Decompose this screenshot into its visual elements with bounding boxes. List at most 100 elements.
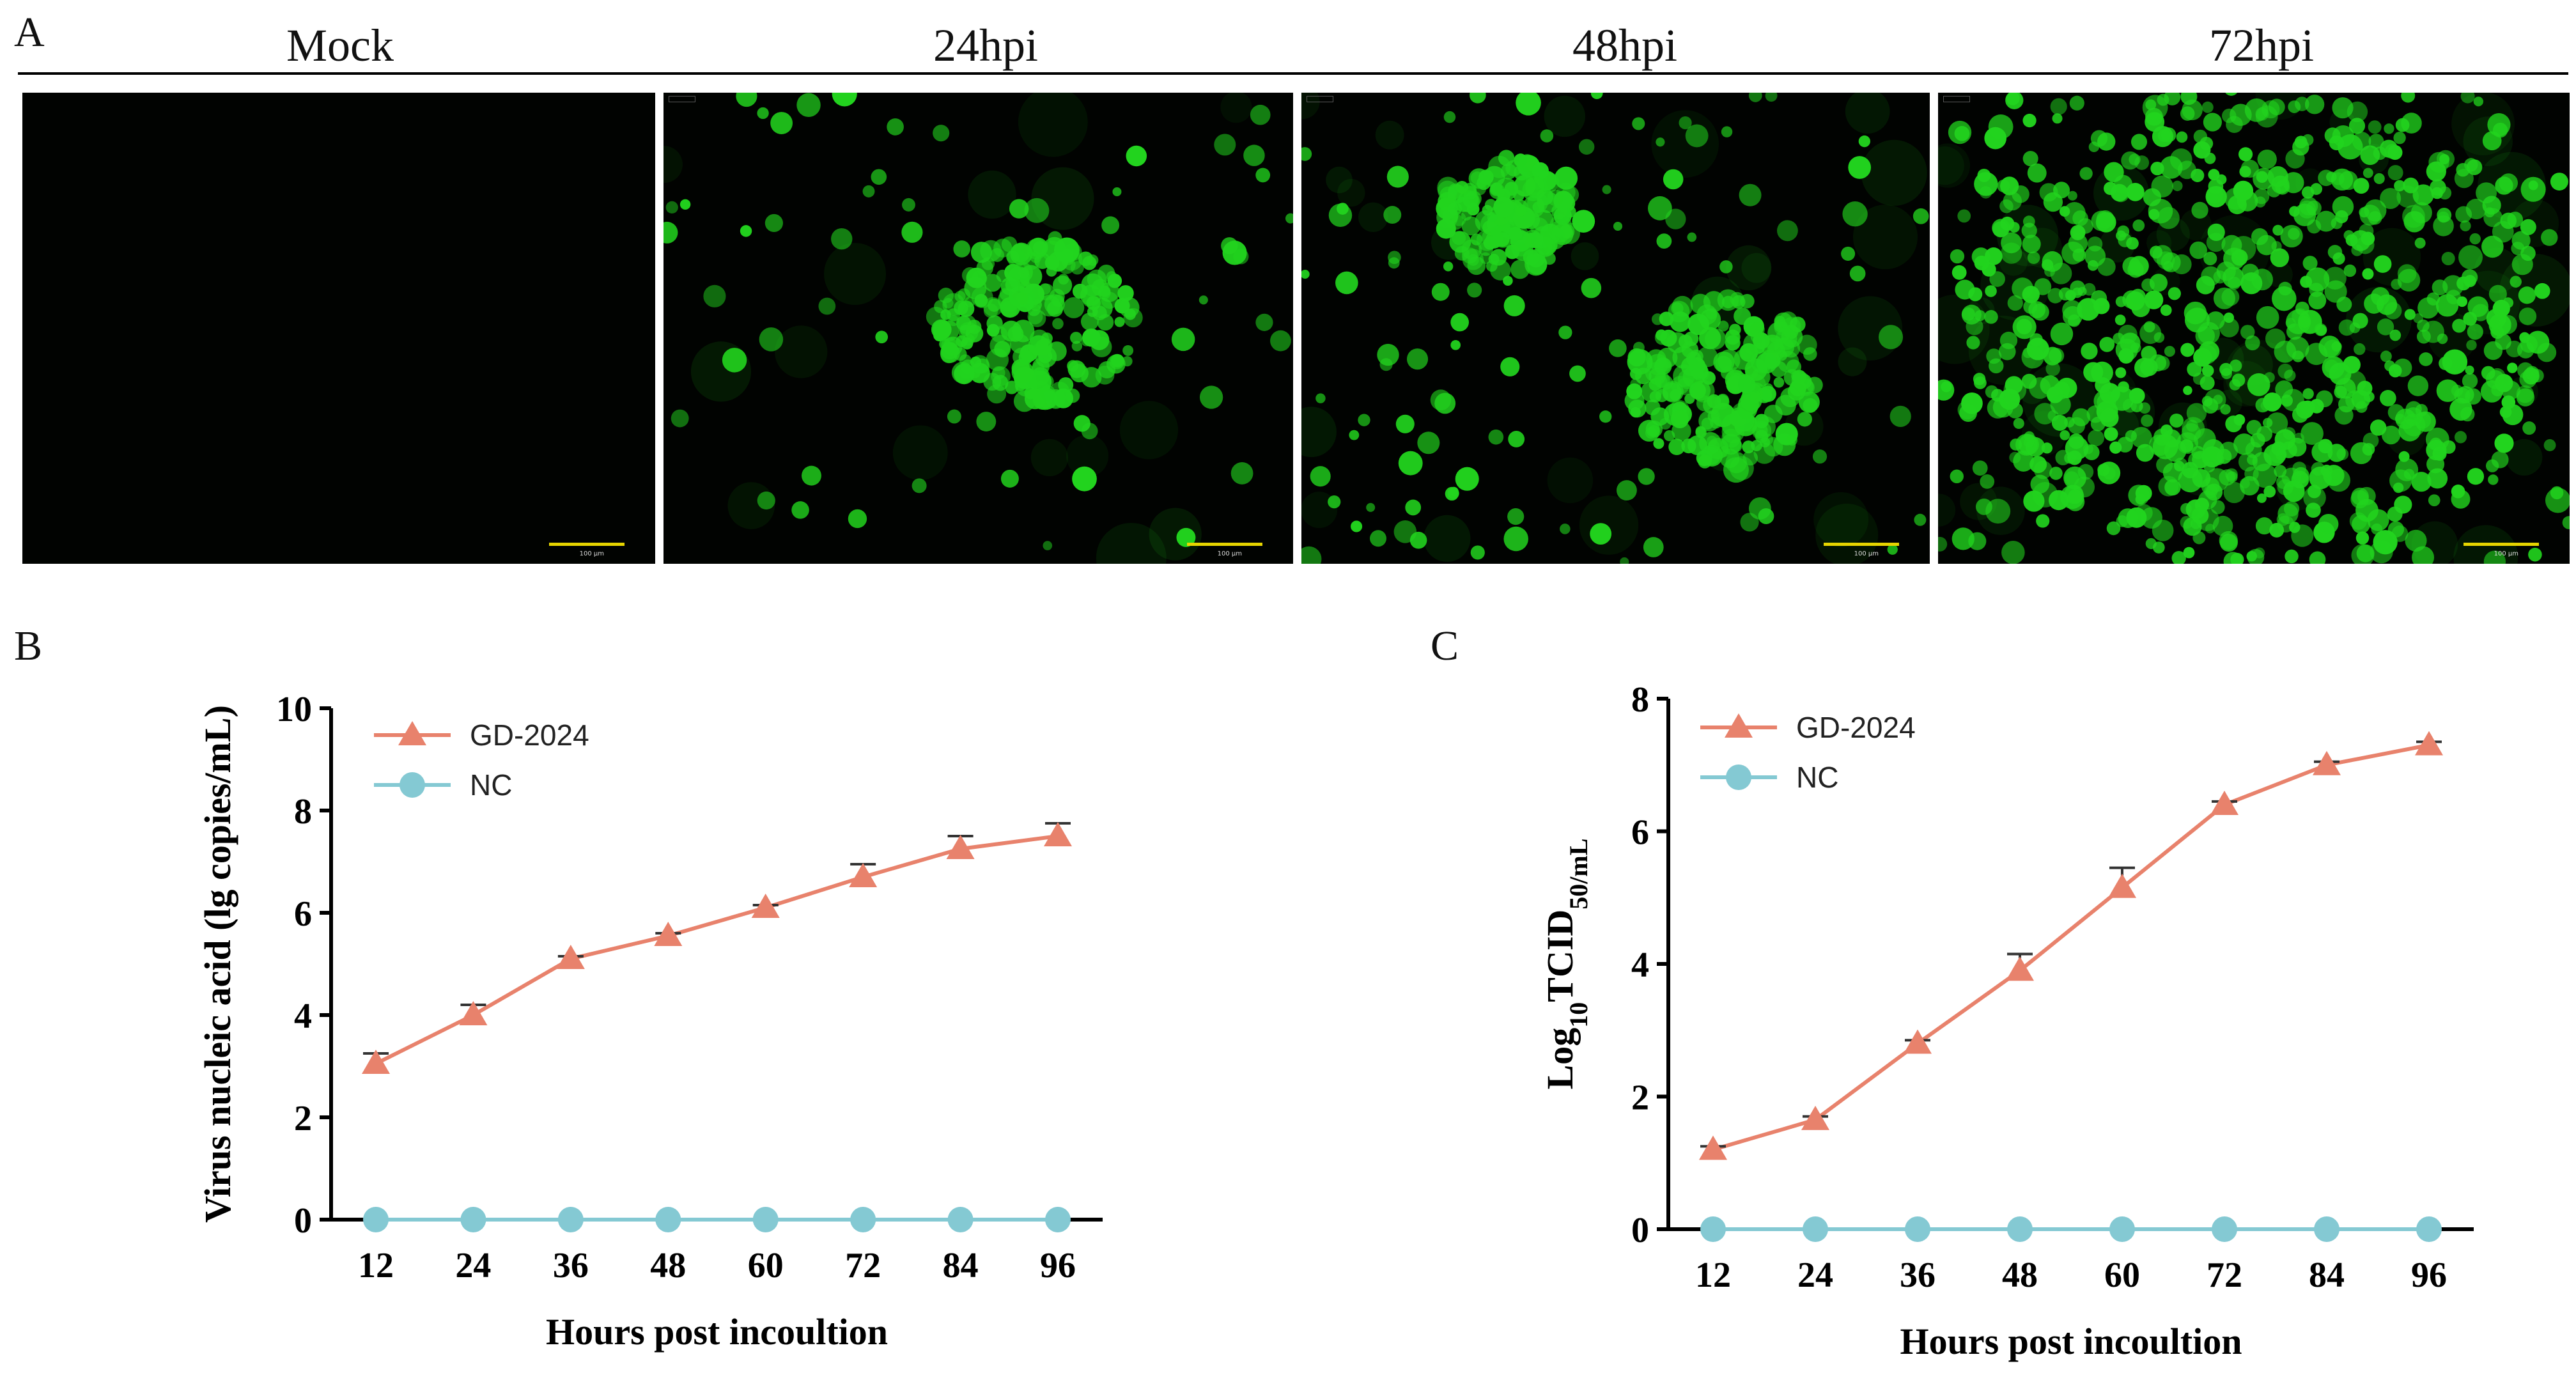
infected-cell xyxy=(2196,275,2215,295)
infected-cell xyxy=(2223,552,2243,564)
cell-layer xyxy=(663,93,1293,564)
infected-cell xyxy=(2206,233,2226,252)
infected-cell xyxy=(2262,417,2273,428)
infected-cell xyxy=(1000,297,1021,318)
infected-cell xyxy=(2230,359,2242,372)
infected-cell xyxy=(2377,318,2394,336)
infected-cell xyxy=(1487,212,1498,222)
data-point-triangle xyxy=(2415,731,2443,756)
infected-cell xyxy=(2183,547,2195,559)
data-point-circle xyxy=(2007,1216,2033,1242)
infected-cell xyxy=(2114,314,2126,325)
infected-cell xyxy=(2499,406,2512,418)
infected-cell xyxy=(2183,385,2192,395)
infected-cell xyxy=(2145,538,2157,550)
x-tick-label: 48 xyxy=(650,1246,686,1285)
infected-cell xyxy=(2426,292,2440,306)
faint-cell xyxy=(1938,143,1971,188)
infected-cell xyxy=(1913,208,1929,224)
72hpi-label: 72hpi xyxy=(2208,20,2314,71)
infected-cell xyxy=(2438,186,2452,200)
faint-cell xyxy=(1861,139,1927,206)
infected-cell xyxy=(958,288,971,301)
infected-cell xyxy=(2077,286,2087,296)
infected-cell xyxy=(2136,444,2154,462)
infected-cell xyxy=(2221,288,2240,306)
y-axis-title: Virus nucleic acid (lg copies/mL) xyxy=(197,705,238,1223)
infected-cell xyxy=(2152,433,2178,460)
infected-cell xyxy=(2413,313,2423,323)
infected-cell xyxy=(2255,105,2278,128)
infected-cell xyxy=(2134,155,2150,170)
scale-bar-label: 100 μm xyxy=(579,550,604,557)
infected-cell xyxy=(2172,180,2183,192)
infected-cell xyxy=(1510,260,1530,279)
infected-cell xyxy=(1503,295,1525,316)
infected-cell xyxy=(1452,231,1466,245)
infected-cell xyxy=(1957,400,1977,420)
infected-cell xyxy=(2109,386,2134,411)
infected-cell xyxy=(1123,307,1143,328)
infected-cell xyxy=(1685,124,1709,148)
infected-cell xyxy=(2213,394,2223,405)
infected-cell xyxy=(1632,117,1645,130)
infected-cell xyxy=(2300,275,2313,288)
infected-cell xyxy=(2106,521,2121,536)
infected-cell xyxy=(2510,275,2522,288)
infected-cell xyxy=(2088,430,2104,447)
infected-cell xyxy=(2193,129,2208,144)
infected-cell xyxy=(2069,95,2084,111)
infected-cell xyxy=(2499,173,2518,192)
infected-cell xyxy=(2201,364,2214,377)
infected-cell xyxy=(2362,268,2374,280)
infected-cell xyxy=(831,228,853,250)
infected-cell xyxy=(2343,264,2357,277)
infected-cell xyxy=(954,363,975,385)
infected-cell xyxy=(2351,544,2375,564)
infected-cell xyxy=(902,198,915,212)
infected-cell xyxy=(1431,283,1450,301)
infected-cell xyxy=(2465,365,2474,375)
infected-cell xyxy=(2397,264,2417,283)
infected-cell xyxy=(1270,330,1291,352)
infected-cell xyxy=(1449,486,1459,497)
infected-cell xyxy=(2021,222,2037,238)
data-point-circle xyxy=(1905,1216,1930,1242)
infected-cell xyxy=(2000,216,2015,231)
infected-cell xyxy=(1069,332,1082,345)
infected-cell xyxy=(2182,417,2205,440)
infected-cell xyxy=(1609,339,1627,357)
legend-marker-circle xyxy=(1726,764,1751,790)
infected-cell xyxy=(1696,395,1712,412)
infected-cell xyxy=(2079,167,2093,180)
scale-bar xyxy=(549,543,625,546)
infected-cell xyxy=(2318,513,2339,534)
infected-cell xyxy=(2407,375,2429,396)
infected-cell xyxy=(1975,310,1986,322)
infected-cell xyxy=(1044,294,1065,315)
infected-cell xyxy=(2257,149,2277,169)
data-point-circle xyxy=(1045,1207,1071,1232)
data-point-circle xyxy=(2109,1216,2135,1242)
infected-cell xyxy=(1719,260,1733,274)
data-point-circle xyxy=(947,1207,974,1232)
infected-cell xyxy=(1255,313,1273,331)
infected-cell xyxy=(2126,507,2147,528)
infected-cell xyxy=(2467,323,2483,340)
infected-cell xyxy=(1748,497,1771,520)
infected-cell xyxy=(1654,375,1668,389)
infected-cell xyxy=(2263,485,2276,498)
infected-cell xyxy=(1080,335,1092,346)
infected-cell xyxy=(2345,390,2366,410)
data-point-circle xyxy=(2416,1216,2442,1242)
infected-cell xyxy=(2494,433,2514,453)
infected-cell xyxy=(970,242,992,263)
micrograph-mock: 100 μm xyxy=(22,93,655,564)
infected-cell xyxy=(2393,132,2406,144)
infected-cell xyxy=(2117,437,2133,453)
infected-cell xyxy=(1043,541,1053,550)
infected-cell xyxy=(2072,226,2085,239)
infected-cell xyxy=(1255,167,1271,183)
infected-cell xyxy=(2050,98,2067,115)
infected-cell xyxy=(1018,350,1034,365)
